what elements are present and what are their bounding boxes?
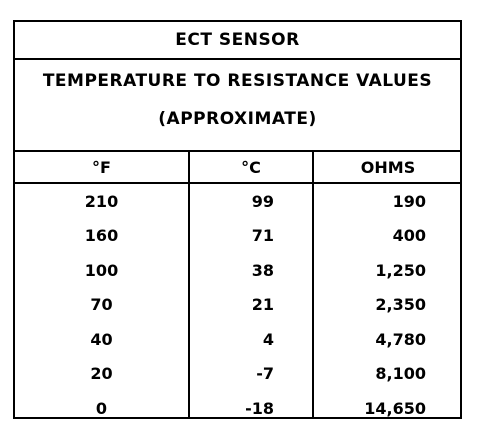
cell-fahrenheit: 210	[84, 191, 119, 211]
table-body: 210 99 190 160 71 400 100 38 1,250 70 21…	[15, 184, 460, 426]
cell-ohms: 1,250	[375, 260, 426, 280]
table-row: 70 21 2,350	[15, 288, 460, 323]
column-header-fahrenheit: °F	[92, 157, 111, 177]
table-header-row: °F °C OHMS	[15, 152, 460, 184]
cell-ohms: 2,350	[375, 295, 426, 315]
cell-fahrenheit: 100	[84, 260, 119, 280]
cell-celsius: 38	[251, 260, 274, 280]
subtitle-line-2: (APPROXIMATE)	[158, 109, 317, 129]
table-subtitle: TEMPERATURE TO RESISTANCE VALUES (APPROX…	[15, 60, 460, 152]
table-row: 100 38 1,250	[15, 253, 460, 288]
column-header-ohms: OHMS	[360, 157, 416, 177]
cell-celsius: 21	[251, 295, 274, 315]
ect-sensor-table: ECT SENSOR TEMPERATURE TO RESISTANCE VAL…	[13, 20, 462, 419]
column-header-celsius: °C	[241, 157, 261, 177]
column-divider	[188, 152, 190, 417]
cell-ohms: 400	[392, 226, 426, 246]
cell-ohms: 14,650	[364, 398, 426, 418]
table-row: 0 -18 14,650	[15, 391, 460, 426]
cell-celsius: 99	[251, 191, 274, 211]
cell-ohms: 8,100	[375, 364, 426, 384]
cell-fahrenheit: 40	[90, 329, 113, 349]
cell-fahrenheit: 70	[90, 295, 113, 315]
cell-celsius: -7	[256, 364, 274, 384]
cell-celsius: 4	[262, 329, 274, 349]
table-row: 210 99 190	[15, 184, 460, 219]
table-row: 160 71 400	[15, 219, 460, 254]
table-row: 40 4 4,780	[15, 322, 460, 357]
column-divider	[312, 152, 314, 417]
cell-celsius: -18	[245, 398, 274, 418]
subtitle-line-1: TEMPERATURE TO RESISTANCE VALUES	[42, 71, 433, 91]
cell-celsius: 71	[251, 226, 274, 246]
table-title: ECT SENSOR	[15, 22, 460, 60]
cell-fahrenheit: 0	[95, 398, 108, 418]
cell-fahrenheit: 160	[84, 226, 119, 246]
cell-ohms: 190	[392, 191, 426, 211]
cell-ohms: 4,780	[375, 329, 426, 349]
cell-fahrenheit: 20	[90, 364, 113, 384]
table-row: 20 -7 8,100	[15, 357, 460, 392]
